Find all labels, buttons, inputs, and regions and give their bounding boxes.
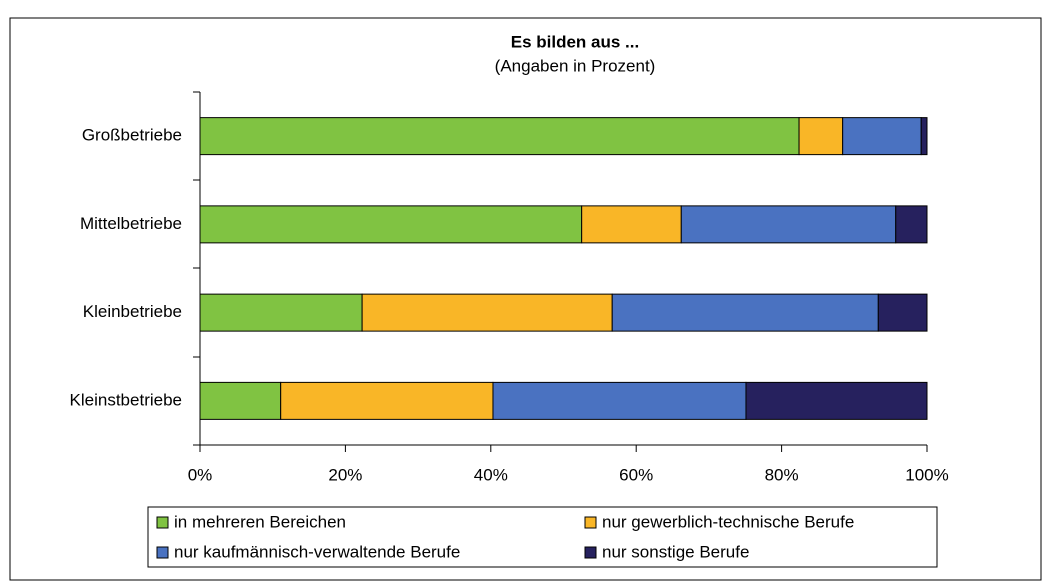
x-tick-label: 0% [188,465,213,484]
bar-segment [361,293,613,332]
bar-segment [920,117,928,156]
legend-label: nur sonstige Berufe [602,542,749,561]
bar-segment [611,293,879,332]
x-tick-label: 60% [619,465,653,484]
bar-segment [877,293,928,332]
x-tick-label: 40% [474,465,508,484]
bar-segment [199,205,583,244]
legend-swatch [156,516,169,529]
bar-segment [798,117,844,156]
y-tick-label: Mittelbetriebe [80,214,182,233]
bar-segment [199,117,800,156]
legend-label: nur gewerblich-technische Berufe [602,512,854,531]
legend-label: nur kaufmännisch-verwaltende Berufe [174,542,460,561]
bar-segment [745,381,928,420]
bar-segment [842,117,922,156]
bar-segment [581,205,682,244]
legend-box [147,506,938,568]
chart-subtitle: (Angaben in Prozent) [495,56,656,75]
y-tick-label: Kleinstbetriebe [70,390,182,409]
bar-segment [895,205,928,244]
chart-title: Es bilden aus ... [511,32,639,51]
bar-segment [199,381,282,420]
bar-segment [680,205,897,244]
bar-segment [280,381,494,420]
y-tick-label: Kleinbetriebe [83,302,182,321]
x-tick-label: 80% [765,465,799,484]
legend-swatch [156,546,169,559]
bar-segment [492,381,747,420]
y-axis-ticks [193,91,200,446]
legend-label: in mehreren Bereichen [174,512,346,531]
x-tick-label: 100% [905,465,948,484]
bar-segment [199,293,363,332]
legend-swatch [584,516,597,529]
legend-swatch [584,546,597,559]
y-tick-label: Großbetriebe [82,126,182,145]
x-tick-label: 20% [328,465,362,484]
